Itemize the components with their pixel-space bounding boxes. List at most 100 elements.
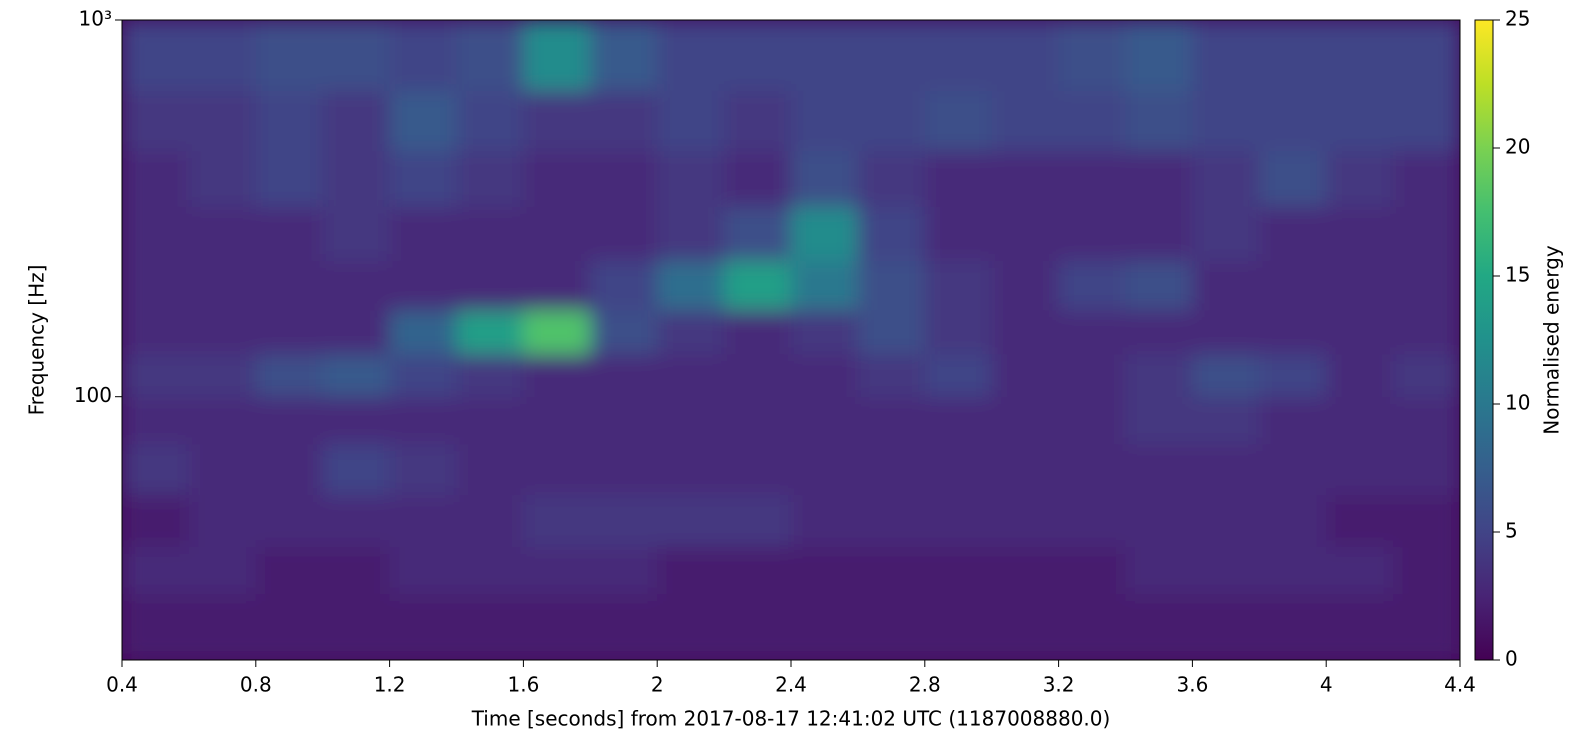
heat-cell [188, 494, 257, 548]
x-tick-label: 4 [1320, 673, 1333, 697]
heat-cell [1125, 206, 1193, 261]
heat-cell [857, 20, 926, 91]
heat-cell [590, 309, 658, 355]
heat-cell [991, 309, 1060, 355]
x-tick-label: 2.8 [909, 673, 941, 697]
heat-cell [1192, 90, 1260, 152]
heat-cell [791, 20, 859, 91]
heat-cell [924, 309, 993, 355]
heat-cell [255, 260, 324, 311]
heat-cell [857, 494, 926, 548]
heat-cell [255, 206, 324, 261]
heat-cell [924, 593, 993, 660]
colorbar-label: Normalised energy [1540, 245, 1564, 435]
heat-cell [1393, 443, 1460, 496]
heatmap [122, 20, 1460, 660]
heat-cell [456, 309, 524, 355]
heat-cell [255, 546, 324, 595]
heat-cell [924, 90, 993, 152]
heat-cell [590, 443, 658, 496]
heat-cell [857, 396, 926, 445]
heat-cell [791, 260, 859, 311]
heat-cell [1192, 494, 1260, 548]
heat-cell [1192, 593, 1260, 660]
heat-cell [1058, 150, 1126, 207]
heat-cell [1192, 396, 1260, 445]
heat-cell [523, 90, 591, 152]
heat-cell [1192, 150, 1260, 207]
heat-cell [523, 546, 591, 595]
heat-cell [590, 260, 658, 311]
heat-cell [1192, 443, 1260, 496]
heat-cell [389, 309, 457, 355]
heat-cell [1259, 396, 1327, 445]
heat-cell [1259, 494, 1327, 548]
x-tick-label: 3.2 [1043, 673, 1075, 697]
heat-cell [255, 443, 324, 496]
heat-cell [1259, 546, 1327, 595]
heat-cell [857, 443, 926, 496]
heat-cell [1326, 353, 1394, 398]
heat-cell [590, 396, 658, 445]
heat-cell [791, 90, 859, 152]
heat-cell [322, 206, 391, 261]
heat-cell [590, 353, 658, 398]
heat-cell [1326, 206, 1394, 261]
heat-cell [1192, 353, 1260, 398]
heat-cell [1125, 90, 1193, 152]
heat-cell [188, 206, 257, 261]
heat-cell [590, 593, 658, 660]
heat-cell [724, 20, 792, 91]
heat-cell [991, 206, 1060, 261]
heat-cell [1326, 494, 1394, 548]
heat-cell [724, 150, 792, 207]
heat-cell [724, 396, 792, 445]
heat-cell [122, 593, 190, 660]
heat-cell [523, 260, 591, 311]
heat-cell [590, 90, 658, 152]
heat-cell [322, 353, 391, 398]
heat-cell [857, 150, 926, 207]
heat-cell [991, 396, 1060, 445]
heat-cell [188, 396, 257, 445]
heat-cell [1125, 443, 1193, 496]
heat-cell [724, 206, 792, 261]
heat-cell [255, 494, 324, 548]
heat-cell [188, 150, 257, 207]
heat-cell [657, 309, 725, 355]
heat-cell [1125, 260, 1193, 311]
heat-cell [924, 494, 993, 548]
heat-cell [590, 206, 658, 261]
heat-cell [1326, 20, 1394, 91]
heat-cell [657, 494, 725, 548]
heat-cell [122, 443, 190, 496]
heat-cell [523, 150, 591, 207]
heat-cell [1058, 90, 1126, 152]
heat-cell [791, 443, 859, 496]
heat-cell [523, 309, 591, 355]
heat-cell [791, 593, 859, 660]
heat-cell [1058, 353, 1126, 398]
heat-cell [1259, 260, 1327, 311]
heat-cell [991, 20, 1060, 91]
heat-cell [991, 260, 1060, 311]
heat-cell [657, 593, 725, 660]
heat-cell [1259, 90, 1327, 152]
heat-cell [1259, 593, 1327, 660]
heat-cell [389, 90, 457, 152]
heat-cell [791, 309, 859, 355]
heat-cell [657, 90, 725, 152]
heat-cell [122, 396, 190, 445]
heat-cell [523, 20, 591, 91]
heat-cell [657, 206, 725, 261]
heat-cell [724, 593, 792, 660]
x-axis-label: Time [seconds] from 2017-08-17 12:41:02 … [471, 707, 1111, 731]
heat-cell [1192, 309, 1260, 355]
heat-cell [122, 260, 190, 311]
heat-cell [657, 20, 725, 91]
heat-cell [657, 396, 725, 445]
heat-cell [1393, 150, 1460, 207]
x-tick-label: 0.8 [240, 673, 272, 697]
heat-cell [1058, 206, 1126, 261]
heat-cell [857, 260, 926, 311]
